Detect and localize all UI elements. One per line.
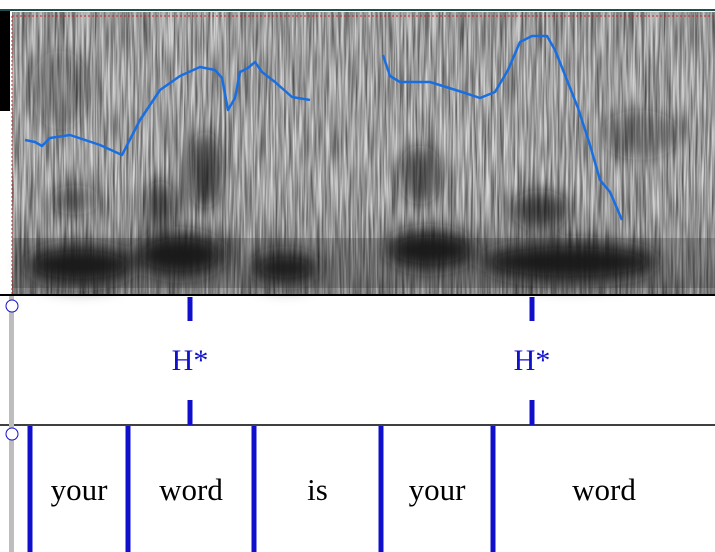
spectrogram bbox=[12, 12, 715, 295]
word-label: word bbox=[572, 472, 636, 507]
interval-boundary bbox=[490, 426, 496, 552]
point-tick bbox=[187, 400, 193, 425]
tone-tier: H* H* bbox=[172, 297, 551, 425]
tone-label: H* bbox=[172, 344, 209, 377]
word-label: word bbox=[159, 472, 223, 507]
interval-boundary bbox=[378, 426, 384, 552]
point-tick bbox=[187, 297, 193, 321]
point-tick bbox=[529, 297, 535, 321]
interval-boundary bbox=[251, 426, 257, 552]
interval-boundary bbox=[125, 426, 131, 552]
tier-side-bar bbox=[9, 296, 14, 552]
tier-handle[interactable] bbox=[5, 427, 19, 441]
word-label: your bbox=[409, 472, 467, 507]
tier-handle[interactable] bbox=[5, 299, 19, 313]
word-label: your bbox=[51, 472, 109, 507]
word-tier: your word is your word bbox=[27, 426, 636, 552]
tone-label: H* bbox=[514, 344, 551, 377]
point-tick bbox=[529, 400, 535, 425]
word-label: is bbox=[307, 472, 328, 507]
side-marker bbox=[0, 11, 10, 111]
interval-boundary bbox=[27, 426, 33, 552]
pitch-contour bbox=[24, 34, 624, 221]
